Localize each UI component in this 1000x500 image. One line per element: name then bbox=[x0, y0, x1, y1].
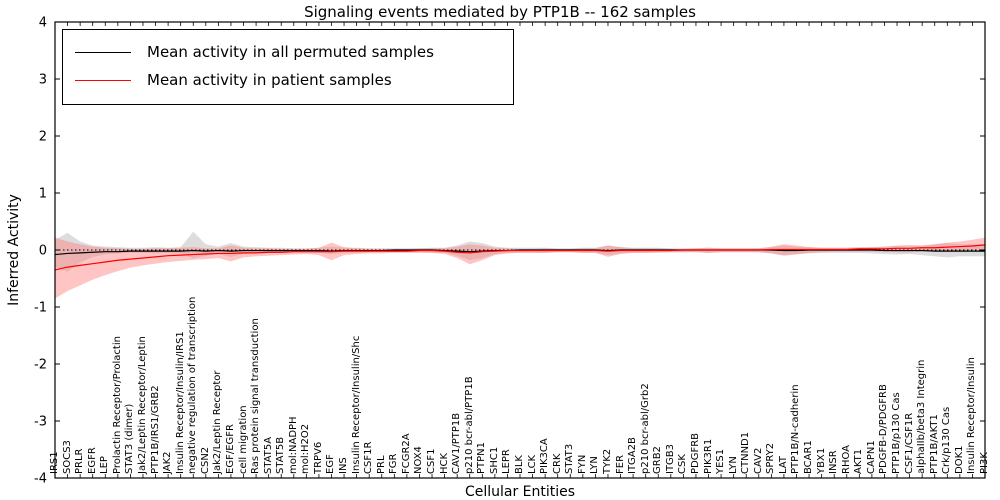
y-tick-label: 1 bbox=[39, 187, 47, 202]
legend-label-permuted: Mean activity in all permuted samples bbox=[147, 43, 434, 61]
legend-item-permuted: Mean activity in all permuted samples bbox=[63, 38, 513, 66]
y-tick-label: -4 bbox=[34, 472, 47, 487]
legend-item-patient: Mean activity in patient samples bbox=[63, 66, 513, 94]
y-tick-label: -2 bbox=[34, 358, 47, 373]
y-tick-label: 4 bbox=[39, 16, 47, 31]
patient-line-swatch bbox=[75, 79, 131, 81]
y-tick-label: 3 bbox=[39, 73, 47, 88]
legend: Mean activity in all permuted samples Me… bbox=[62, 29, 514, 105]
x-axis-label: Cellular Entities bbox=[464, 484, 576, 500]
permuted-band bbox=[55, 231, 985, 272]
y-tick-label: -1 bbox=[34, 301, 47, 316]
patient-mean-line bbox=[54, 244, 986, 271]
patient-band bbox=[55, 237, 985, 299]
legend-label-patient: Mean activity in patient samples bbox=[147, 71, 392, 89]
y-tick-label: 0 bbox=[39, 244, 47, 259]
y-axis-label: Inferred Activity bbox=[6, 194, 22, 306]
y-tick-label: 2 bbox=[39, 130, 47, 145]
chart-title: Signaling events mediated by PTP1B -- 16… bbox=[304, 3, 696, 21]
y-tick-label: -3 bbox=[34, 415, 47, 430]
permuted-line-swatch bbox=[75, 51, 131, 53]
